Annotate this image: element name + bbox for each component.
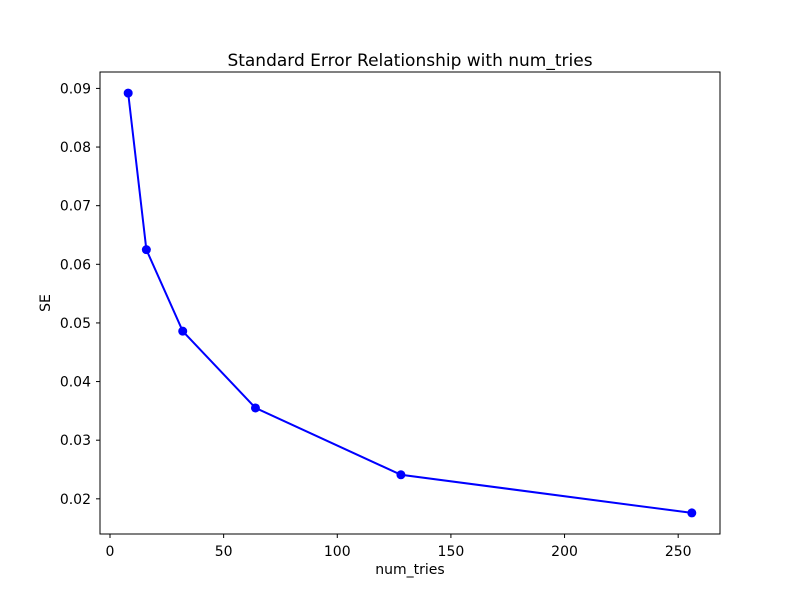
x-tick-label: 100 [324,544,351,560]
y-axis-ticks: 0.02 0.03 0.04 0.05 0.06 0.07 0.08 0.09 [60,81,100,508]
data-point [141,245,151,255]
data-point [123,88,133,98]
data-point [687,508,697,518]
series-line [127,92,692,514]
x-tick-label: 0 [106,544,115,560]
y-tick-label: 0.06 [60,257,91,273]
x-axis-label: num_tries [375,562,444,578]
y-axis-label: SE [38,294,54,312]
data-point [250,403,260,413]
plot-border [99,71,721,535]
y-tick-label: 0.03 [60,433,91,449]
y-tick-label: 0.08 [60,140,91,156]
chart-title: Standard Error Relationship with num_tri… [227,51,592,71]
x-tick-label: 200 [551,544,578,560]
y-tick-label: 0.05 [60,316,91,332]
data-points [123,88,697,518]
data-point [396,470,406,480]
x-axis-ticks: 0 50 100 150 200 250 [106,534,692,560]
y-tick-label: 0.09 [60,81,91,97]
series-group [127,92,692,514]
y-tick-label: 0.04 [60,375,91,391]
x-tick-label: 50 [215,544,233,560]
data-point [178,326,188,336]
y-tick-label: 0.07 [60,199,91,215]
x-tick-label: 150 [438,544,465,560]
y-tick-label: 0.02 [60,492,91,508]
x-tick-label: 250 [665,544,692,560]
